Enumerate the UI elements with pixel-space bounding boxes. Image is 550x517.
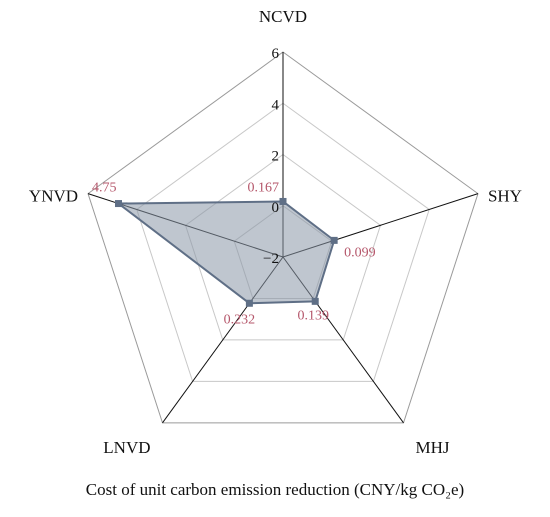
grid-ring: [136, 102, 430, 382]
axis-category-label: SHY: [488, 187, 522, 206]
data-point-marker: [279, 197, 287, 205]
tick-layer: −2 0 2 4 6: [263, 46, 279, 267]
data-point-marker: [245, 299, 253, 307]
grid-ring: [87, 51, 479, 424]
value-label: 0.232: [224, 312, 256, 327]
value-label: 4.75: [92, 181, 117, 196]
data-point-marker: [311, 297, 319, 305]
value-label: 0.099: [344, 245, 376, 260]
tick-label: 4: [272, 97, 280, 113]
axis-category-label: YNVD: [29, 187, 78, 206]
value-label: 0.167: [248, 180, 280, 195]
axis-category-label: LNVD: [103, 438, 150, 457]
axis-category-label: NCVD: [259, 7, 307, 26]
tick-label: 0: [272, 200, 280, 216]
tick-label: 6: [272, 46, 280, 62]
data-point-marker: [330, 236, 338, 244]
label-layer: 0.167 0.099 0.139 0.232 4.75 NCVD SHY MHJ LNVD YN…: [29, 7, 522, 457]
tick-label: 2: [272, 149, 280, 165]
value-label: 0.139: [297, 308, 329, 323]
data-series-area: [117, 200, 336, 305]
x-axis-label: Cost of unit carbon emission reduction (…: [85, 480, 465, 499]
data-layer: [114, 197, 338, 307]
axis-category-label: MHJ: [415, 438, 449, 457]
tick-label: −2: [263, 251, 279, 267]
data-point-marker: [114, 200, 122, 208]
